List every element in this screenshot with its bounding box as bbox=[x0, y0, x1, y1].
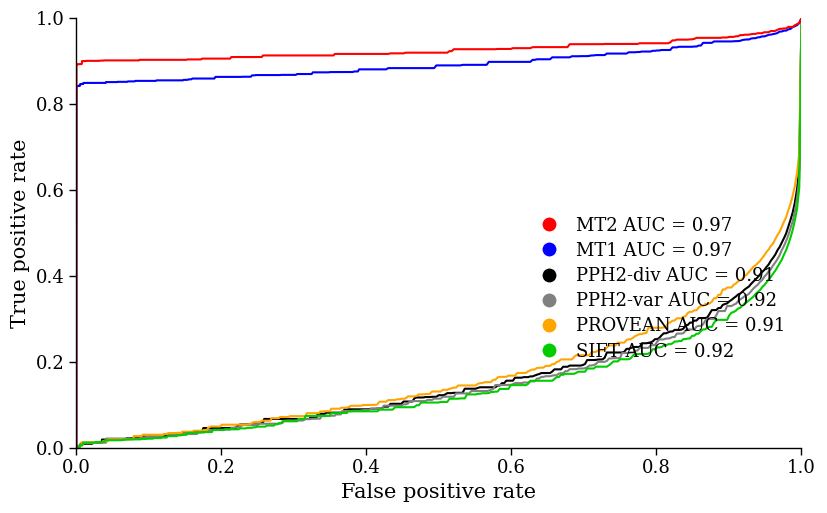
Legend: MT2 AUC = 0.97, MT1 AUC = 0.97, PPH2-div AUC = 0.91, PPH2-var AUC = 0.92, PROVEA: MT2 AUC = 0.97, MT1 AUC = 0.97, PPH2-div… bbox=[523, 209, 792, 368]
Y-axis label: True positive rate: True positive rate bbox=[11, 138, 30, 328]
X-axis label: False positive rate: False positive rate bbox=[342, 483, 537, 502]
